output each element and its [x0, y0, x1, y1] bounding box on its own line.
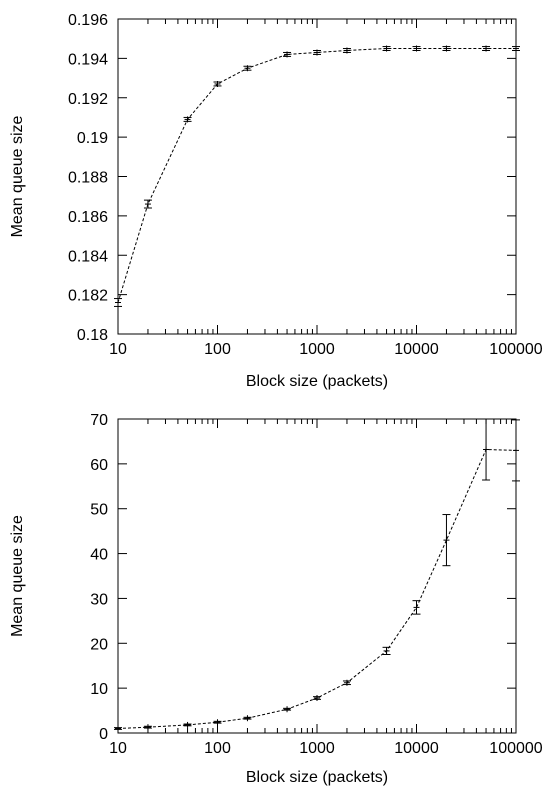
- y-tick-label: 20: [90, 636, 108, 653]
- data-point: [244, 715, 251, 722]
- y-tick-label: 0.196: [68, 12, 108, 29]
- data-point: [284, 706, 291, 713]
- y-tick-label: 0: [99, 726, 108, 743]
- data-point: [184, 116, 191, 123]
- data-point: [214, 80, 221, 87]
- y-tick-label: 0.184: [68, 248, 108, 265]
- data-point: [483, 446, 490, 453]
- data-point: [314, 695, 320, 702]
- y-tick-label: 0.18: [77, 327, 108, 344]
- y-axis-label: Mean queue size: [9, 115, 26, 237]
- y-tick-label: 0.188: [68, 170, 108, 187]
- y-tick-label: 0.186: [68, 209, 108, 226]
- plot-frame: [117, 18, 517, 335]
- series-line: [117, 48, 516, 303]
- y-tick-label: 40: [90, 547, 108, 564]
- data-point: [244, 65, 251, 72]
- y-tick-label: 10: [90, 681, 108, 698]
- x-tick-label: 100000: [489, 740, 542, 757]
- data-point: [184, 721, 191, 728]
- data-point: [115, 725, 121, 732]
- x-axis-label: Block size (packets): [246, 769, 388, 786]
- y-axis-label: Mean queue size: [9, 515, 26, 637]
- y-tick-label: 0.192: [68, 91, 108, 108]
- x-tick-label: 100000: [489, 341, 542, 358]
- data-point: [144, 201, 151, 208]
- y-tick-label: 60: [90, 457, 108, 474]
- data-point: [413, 604, 420, 611]
- data-point: [343, 679, 350, 686]
- chart-panel-2: 10 100 1000 10000 100000010203040506070Block…: [9, 412, 543, 786]
- data-point: [443, 537, 450, 544]
- data-point: [383, 647, 390, 654]
- data-point: [383, 45, 390, 52]
- y-tick-label: 0.182: [68, 288, 108, 305]
- y-tick-label: 30: [90, 591, 108, 608]
- y-tick-label: 50: [90, 502, 108, 519]
- data-point: [483, 45, 490, 52]
- data-point: [513, 45, 519, 52]
- x-tick-label: 10: [109, 740, 127, 757]
- data-point: [144, 724, 151, 731]
- series-line: [117, 448, 517, 730]
- plot-frame: [117, 418, 517, 734]
- data-point: [343, 47, 350, 54]
- data-point: [214, 719, 221, 726]
- data-point: [115, 299, 121, 306]
- y-tick-label: 70: [90, 412, 108, 429]
- x-tick-label: 10000: [394, 341, 439, 358]
- chart-panel-1: 10 100 1000 10000 100000 0.18 0.182 0.184 0.186 0…: [9, 12, 543, 390]
- y-tick-label: 0.19: [77, 130, 108, 147]
- data-point: [314, 49, 320, 56]
- x-tick-label: 1000: [299, 341, 335, 358]
- data-point: [513, 447, 519, 454]
- x-axis-label: Block size (packets): [246, 373, 388, 390]
- x-tick-label: 100: [204, 341, 231, 358]
- data-point: [443, 45, 450, 52]
- data-point: [284, 51, 291, 58]
- x-tick-label: 10: [109, 341, 127, 358]
- x-tick-label: 100: [204, 740, 231, 757]
- y-tick-label: 0.194: [68, 51, 108, 68]
- x-tick-label: 1000: [299, 740, 335, 757]
- x-tick-label: 10000: [394, 740, 439, 757]
- data-point: [413, 45, 420, 52]
